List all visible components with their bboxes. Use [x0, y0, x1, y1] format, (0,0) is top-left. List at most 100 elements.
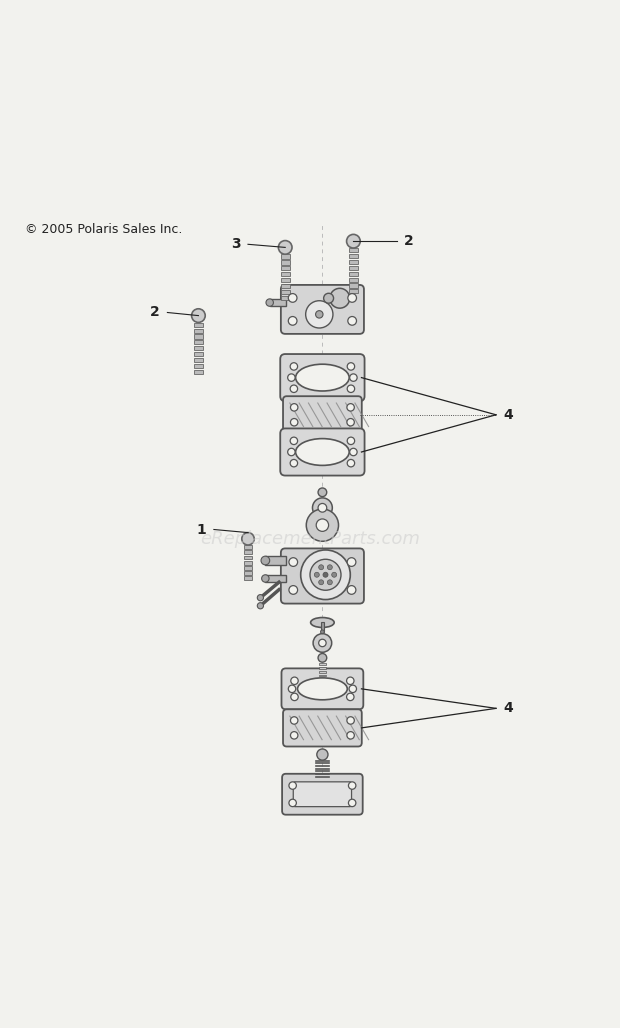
Bar [194, 323, 203, 327]
Bar [349, 271, 358, 276]
Bar [194, 334, 203, 338]
Circle shape [347, 717, 355, 724]
Circle shape [321, 630, 324, 633]
Circle shape [290, 404, 298, 411]
Bar [281, 255, 290, 259]
Ellipse shape [296, 364, 349, 391]
Circle shape [347, 732, 355, 739]
Circle shape [257, 602, 264, 609]
Circle shape [347, 693, 354, 701]
FancyBboxPatch shape [280, 429, 365, 476]
Bar [244, 566, 252, 570]
FancyBboxPatch shape [282, 774, 363, 815]
Bar [319, 509, 326, 511]
FancyBboxPatch shape [281, 668, 363, 709]
Circle shape [257, 594, 264, 600]
Bar [319, 674, 326, 676]
Circle shape [314, 573, 319, 578]
Circle shape [347, 460, 355, 467]
Bar [244, 561, 252, 564]
Circle shape [262, 575, 269, 582]
Text: 4: 4 [503, 701, 513, 715]
Circle shape [291, 693, 298, 701]
Ellipse shape [298, 677, 347, 700]
Circle shape [289, 782, 296, 790]
Circle shape [348, 294, 356, 302]
Bar [281, 278, 290, 282]
Circle shape [306, 509, 339, 542]
Circle shape [347, 418, 355, 426]
Circle shape [347, 363, 355, 370]
Bar [319, 506, 326, 507]
Circle shape [319, 580, 324, 585]
Bar [244, 577, 252, 580]
Bar [319, 663, 326, 665]
Circle shape [288, 448, 295, 455]
Circle shape [301, 550, 350, 599]
Bar [349, 249, 358, 253]
Bar [349, 260, 358, 264]
Circle shape [327, 564, 332, 570]
Bar [281, 266, 290, 270]
Bar [319, 671, 326, 672]
Circle shape [347, 437, 355, 444]
Circle shape [347, 386, 355, 393]
FancyBboxPatch shape [281, 548, 364, 603]
Circle shape [318, 488, 327, 497]
Bar [194, 370, 203, 374]
Circle shape [266, 299, 273, 306]
Circle shape [323, 573, 328, 578]
Bar [319, 667, 326, 669]
Circle shape [290, 386, 298, 393]
Bar [194, 346, 203, 351]
Text: © 2005 Polaris Sales Inc.: © 2005 Polaris Sales Inc. [25, 223, 182, 235]
FancyBboxPatch shape [281, 285, 364, 334]
FancyBboxPatch shape [283, 709, 362, 746]
Circle shape [350, 374, 357, 381]
FancyBboxPatch shape [283, 396, 362, 434]
Circle shape [306, 301, 333, 328]
Circle shape [324, 293, 334, 303]
Text: 3: 3 [231, 237, 241, 251]
Circle shape [289, 586, 298, 594]
Circle shape [289, 558, 298, 566]
Ellipse shape [296, 439, 349, 466]
Circle shape [347, 586, 356, 594]
Circle shape [288, 294, 297, 302]
Bar [244, 556, 252, 559]
Circle shape [347, 558, 356, 566]
Text: 2: 2 [150, 305, 160, 320]
Circle shape [330, 288, 350, 308]
Bar [349, 254, 358, 258]
Bar [244, 550, 252, 554]
Circle shape [347, 404, 355, 411]
Circle shape [192, 308, 205, 323]
Bar [194, 352, 203, 356]
Text: 1: 1 [197, 522, 206, 537]
Bar [281, 290, 290, 294]
Circle shape [313, 633, 332, 652]
Circle shape [348, 317, 356, 325]
Bar [265, 556, 286, 564]
Bar [194, 358, 203, 362]
Circle shape [289, 799, 296, 807]
Circle shape [290, 717, 298, 724]
FancyBboxPatch shape [293, 782, 352, 807]
Circle shape [327, 580, 332, 585]
Circle shape [290, 418, 298, 426]
Bar [244, 545, 252, 549]
Circle shape [348, 799, 356, 807]
Circle shape [316, 310, 323, 318]
Circle shape [290, 363, 298, 370]
Circle shape [319, 639, 326, 647]
Circle shape [288, 317, 297, 325]
Bar [194, 340, 203, 344]
Circle shape [316, 519, 329, 531]
Bar [270, 299, 286, 306]
Circle shape [312, 498, 332, 518]
Circle shape [278, 241, 292, 254]
Circle shape [332, 573, 337, 578]
Bar [194, 364, 203, 368]
Circle shape [318, 504, 327, 512]
Circle shape [347, 234, 360, 248]
